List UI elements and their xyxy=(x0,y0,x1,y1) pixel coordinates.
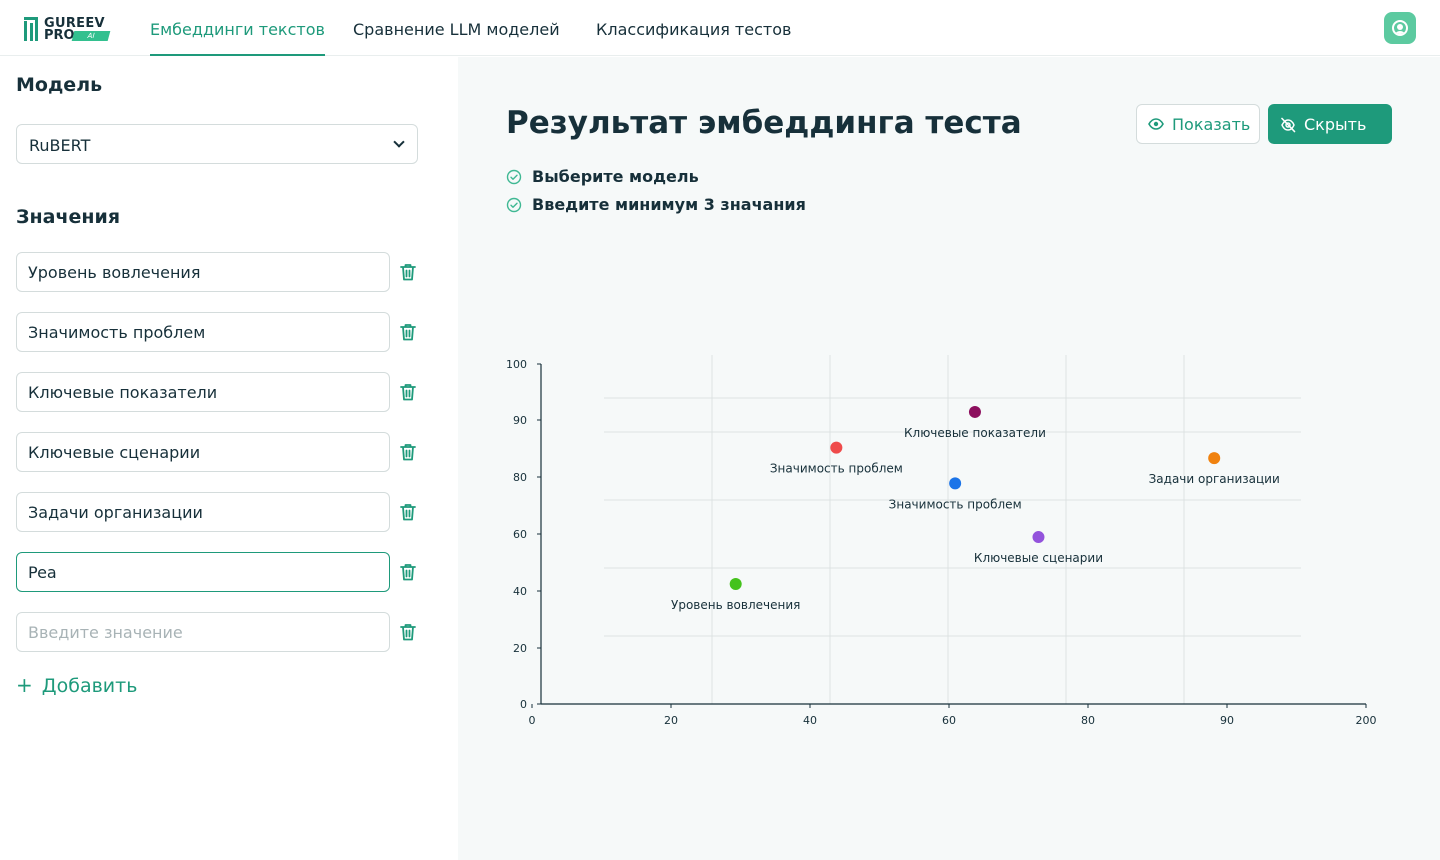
trash-icon[interactable] xyxy=(400,443,416,461)
top-navigation-bar: GUREEV PRO AI Ембеддинги текстов Сравнен… xyxy=(0,0,1440,56)
trash-icon[interactable] xyxy=(400,263,416,281)
add-value-button[interactable]: + Добавить xyxy=(16,673,137,699)
requirement-text: Выберите модель xyxy=(532,167,699,186)
account-button[interactable] xyxy=(1384,12,1416,44)
y-tick-label: 60 xyxy=(513,528,527,541)
value-row xyxy=(16,492,418,532)
plus-icon: + xyxy=(16,673,33,697)
model-section-title: Модель xyxy=(16,74,103,96)
y-tick-label: 20 xyxy=(513,642,527,655)
data-point xyxy=(830,441,843,454)
data-point-label: Ключевые показатели xyxy=(904,426,1046,440)
model-select[interactable]: RuBERT xyxy=(16,124,418,164)
add-value-label: Добавить xyxy=(41,675,138,697)
trash-icon[interactable] xyxy=(400,323,416,341)
hide-button[interactable]: Скрыть xyxy=(1268,104,1392,144)
x-tick-label: 20 xyxy=(664,714,678,727)
data-point-label: Значимость проблем xyxy=(889,497,1022,511)
x-tick-label: 40 xyxy=(803,714,817,727)
result-panel: Результат эмбеддинга теста Показать Скры… xyxy=(458,57,1440,860)
y-tick-label: 40 xyxy=(513,585,527,598)
x-tick-label: 0 xyxy=(529,714,536,727)
trash-icon[interactable] xyxy=(400,623,416,641)
y-tick-label: 0 xyxy=(520,698,527,711)
y-tick-label: 90 xyxy=(513,414,527,427)
show-button-label: Показать xyxy=(1172,115,1251,134)
value-input[interactable] xyxy=(16,312,390,352)
value-input[interactable] xyxy=(16,252,390,292)
value-input[interactable] xyxy=(16,432,390,472)
value-input-active[interactable] xyxy=(16,552,390,592)
check-circle-icon xyxy=(506,197,522,213)
x-tick-label: 60 xyxy=(942,714,956,727)
data-point xyxy=(729,577,742,590)
requirement-text: Введите минимум 3 значания xyxy=(532,195,806,214)
eye-icon xyxy=(1148,118,1164,130)
value-row xyxy=(16,252,418,292)
data-point xyxy=(1032,531,1045,544)
value-row xyxy=(16,432,418,472)
eye-off-icon xyxy=(1281,117,1296,133)
trash-icon[interactable] xyxy=(400,563,416,581)
value-row xyxy=(16,612,418,652)
settings-panel: Модель RuBERT Значения + Добавить xyxy=(0,57,458,860)
tab-text-embeddings[interactable]: Ембеддинги текстов xyxy=(150,0,325,56)
logo-ai-badge: AI xyxy=(71,31,111,41)
y-tick-label: 80 xyxy=(513,471,527,484)
y-tick-label: 100 xyxy=(506,358,527,371)
tab-llm-comparison[interactable]: Сравнение LLM моделей xyxy=(353,20,560,39)
user-circle-icon xyxy=(1392,20,1408,36)
tab-test-classification[interactable]: Классификация тестов xyxy=(596,20,792,39)
x-tick-label: 200 xyxy=(1356,714,1377,727)
data-point-label: Значимость проблем xyxy=(770,462,903,476)
x-tick-label: 90 xyxy=(1220,714,1234,727)
logo-text-top: GUREEV xyxy=(44,16,105,31)
trash-icon[interactable] xyxy=(400,503,416,521)
check-circle-icon xyxy=(506,169,522,185)
x-tick-label: 80 xyxy=(1081,714,1095,727)
show-button[interactable]: Показать xyxy=(1136,104,1260,144)
chevron-down-icon xyxy=(393,136,405,148)
embedding-scatter-chart: 0 20 40 60 80 90 100 0 20 40 60 80 90 200 Уровень вовл… xyxy=(506,355,1377,727)
data-point xyxy=(1208,452,1221,465)
value-input[interactable] xyxy=(16,372,390,412)
data-point-label: Ключевые сценарии xyxy=(974,551,1103,565)
value-row xyxy=(16,372,418,412)
logo-text-bottom: PRO xyxy=(44,28,75,43)
trash-icon[interactable] xyxy=(400,383,416,401)
logo-mark-icon xyxy=(24,17,42,41)
model-select-value: RuBERT xyxy=(29,136,91,155)
result-title: Результат эмбеддинга теста xyxy=(506,105,1022,141)
data-point xyxy=(949,477,962,490)
gureev-pro-logo[interactable]: GUREEV PRO AI xyxy=(24,16,112,43)
value-row xyxy=(16,312,418,352)
new-value-input[interactable] xyxy=(16,612,390,652)
data-point xyxy=(968,405,981,418)
data-point-label: Задачи организации xyxy=(1149,472,1280,486)
data-point-label: Уровень вовлечения xyxy=(671,598,800,612)
value-input[interactable] xyxy=(16,492,390,532)
values-section-title: Значения xyxy=(16,206,121,228)
hide-button-label: Скрыть xyxy=(1304,115,1367,134)
value-row xyxy=(16,552,418,592)
